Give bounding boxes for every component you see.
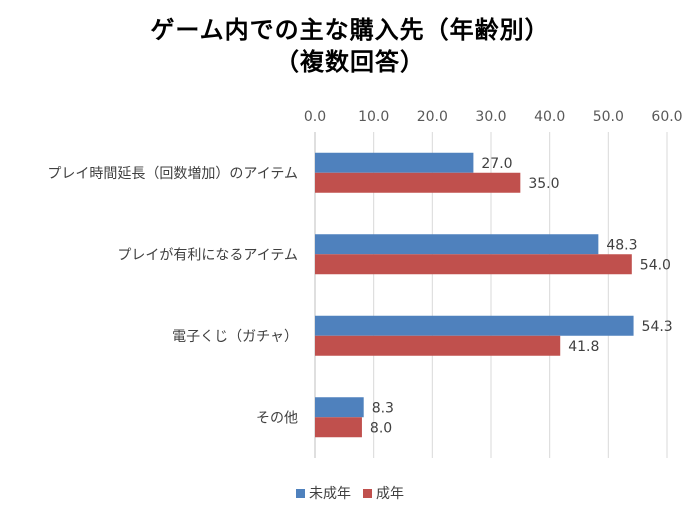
bar-minor [315,234,599,255]
chart-legend: 未成年 成年 [0,483,700,503]
x-tick-label: 60.0 [651,109,682,125]
data-label: 27.0 [481,156,512,172]
x-tick-label: 30.0 [475,109,506,125]
category-label: プレイ時間延長（回数増加）のアイテム [47,166,298,182]
bar-minor [315,315,634,336]
bar-adult [315,335,561,356]
x-tick-label: 0.0 [304,109,326,125]
data-label: 8.0 [370,420,392,436]
x-tick-label: 40.0 [534,109,565,125]
legend-swatch [363,488,372,498]
data-label: 54.3 [642,319,673,335]
x-tick-label: 50.0 [593,109,624,125]
data-label: 35.0 [528,176,559,192]
category-label: プレイが有利になるアイテム [117,247,298,263]
legend-swatch [296,488,305,498]
category-label: 電子くじ（ガチャ） [172,329,298,345]
bar-adult [315,417,362,438]
legend-label: 未成年 [309,486,351,502]
legend-label: 成年 [376,486,404,502]
bar-adult [315,254,632,275]
chart-title-line-2: （複数回答） [275,48,425,76]
chart-title-line-1: ゲーム内での主な購入先（年齢別） [150,16,550,44]
data-label: 8.3 [372,400,394,416]
chart-title: ゲーム内での主な購入先（年齢別） （複数回答） [0,14,700,78]
bar-adult [315,172,521,193]
data-label: 48.3 [606,237,637,253]
legend-item: 成年 [363,483,404,503]
bar-minor [315,397,364,418]
x-tick-label: 20.0 [417,109,448,125]
x-tick-label: 10.0 [358,109,389,125]
category-label: その他 [256,410,298,426]
data-label: 54.0 [640,257,671,273]
bar-minor [315,152,474,173]
legend-item: 未成年 [296,483,351,503]
data-label: 41.8 [568,339,599,355]
